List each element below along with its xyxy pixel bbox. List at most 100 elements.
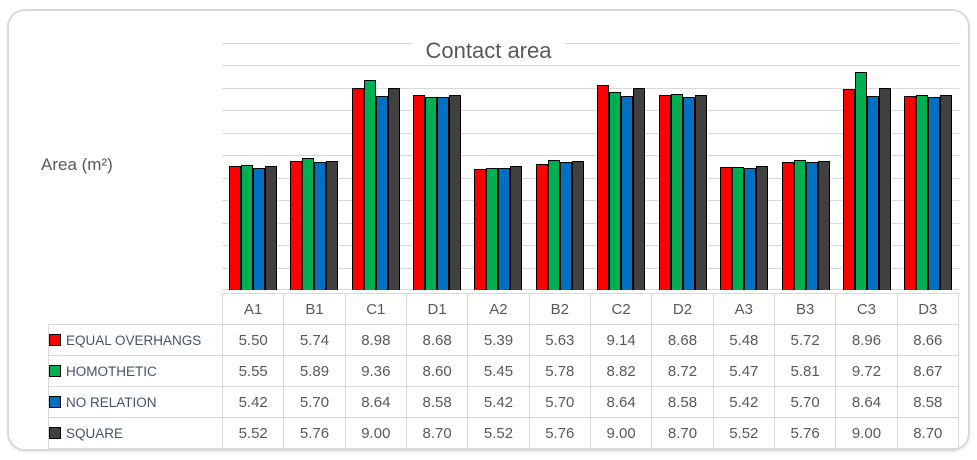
- data-table: A1 B1 C1 D1 A2 B2 C2 D2 A3 B3 C3 D3 EQUAL OVERHANGS…: [48, 293, 960, 449]
- table-cell-D2-square: 8.70: [651, 417, 714, 449]
- table-cell-C1-homothetic: 9.36: [344, 355, 407, 387]
- legend-cell: EQUAL OVERHANGS: [48, 324, 223, 356]
- table-cell-C1-no-relation: 8.64: [344, 386, 407, 418]
- bar-A2-homothetic[interactable]: [486, 168, 499, 290]
- table-col-header-D1: D1: [405, 293, 469, 325]
- bar-B1-square[interactable]: [326, 161, 339, 290]
- bar-D2-homothetic[interactable]: [670, 94, 683, 290]
- bar-B3-no-relation[interactable]: [805, 162, 818, 290]
- table-corner-cell: [49, 294, 223, 325]
- legend-item-no-relation[interactable]: NO RELATION: [49, 395, 222, 410]
- bar-C3-square[interactable]: [878, 88, 891, 290]
- cluster-D1: [406, 43, 467, 290]
- bar-C3-homothetic[interactable]: [854, 72, 867, 290]
- legend-cell: HOMOTHETIC: [48, 355, 223, 387]
- bar-D3-equal-overhangs[interactable]: [904, 96, 917, 290]
- bar-D1-no-relation[interactable]: [436, 97, 449, 290]
- table-cell-B1-no-relation: 5.70: [283, 386, 346, 418]
- legend-item-square[interactable]: SQUARE: [49, 426, 222, 441]
- bar-C1-square[interactable]: [387, 88, 400, 290]
- bar-C2-no-relation[interactable]: [621, 96, 634, 290]
- table-col-header-A1: A1: [221, 293, 285, 325]
- chart-card[interactable]: Contact area Area (m²) A1 B1 C1 D1 A2 B2 C2 D2 A…: [7, 9, 970, 451]
- table-col-header-C1: C1: [344, 293, 407, 325]
- bar-B2-square[interactable]: [571, 161, 584, 290]
- table-cell-C3-square: 9.00: [835, 417, 898, 449]
- bar-A2-equal-overhangs[interactable]: [474, 169, 487, 290]
- table-col-header-C3: C3: [835, 293, 898, 325]
- table-cell-A3-homothetic: 5.47: [712, 355, 775, 387]
- bar-D1-homothetic[interactable]: [424, 97, 437, 290]
- bar-C2-homothetic[interactable]: [609, 92, 622, 290]
- table-cell-C3-homothetic: 9.72: [835, 355, 898, 387]
- table-col-header-A2: A2: [467, 293, 530, 325]
- bar-A1-no-relation[interactable]: [252, 168, 265, 290]
- table-cell-A2-square: 5.52: [467, 417, 530, 449]
- bar-D2-square[interactable]: [694, 95, 707, 290]
- bar-A1-equal-overhangs[interactable]: [228, 166, 241, 290]
- table-cell-B1-square: 5.76: [283, 417, 346, 449]
- bar-B3-homothetic[interactable]: [793, 160, 806, 290]
- table-row-equal-overhangs: EQUAL OVERHANGS 5.50 5.74 8.98 8.68 5.39 5.63 9…: [48, 324, 960, 356]
- bar-B2-no-relation[interactable]: [559, 162, 572, 290]
- table-cell-C1-equal-overhangs: 8.98: [344, 324, 407, 356]
- table-cell-C3-equal-overhangs: 8.96: [835, 324, 898, 356]
- table-cell-A1-no-relation: 5.42: [221, 386, 285, 418]
- legend-cell: NO RELATION: [48, 386, 223, 418]
- table-cell-D1-homothetic: 8.60: [405, 355, 469, 387]
- gridline-6: [222, 155, 959, 156]
- table-cell-D3-homothetic: 8.67: [896, 355, 960, 387]
- legend-swatch-icon: [49, 427, 61, 439]
- bar-D1-square[interactable]: [448, 95, 461, 290]
- gridline-9: [222, 88, 959, 89]
- bar-C1-homothetic[interactable]: [363, 80, 376, 290]
- bar-B3-square[interactable]: [817, 161, 830, 290]
- table-cell-D2-homothetic: 8.72: [651, 355, 714, 387]
- table-cell-A1-homothetic: 5.55: [221, 355, 285, 387]
- bar-A3-homothetic[interactable]: [732, 167, 745, 290]
- bar-C1-equal-overhangs[interactable]: [351, 88, 364, 290]
- table-row-no-relation: NO RELATION 5.42 5.70 8.64 8.58 5.42 5.70 8.64 8…: [48, 386, 960, 418]
- table-cell-D1-no-relation: 8.58: [405, 386, 469, 418]
- bar-B2-equal-overhangs[interactable]: [535, 164, 548, 290]
- gridline-4: [222, 200, 959, 201]
- bar-B2-homothetic[interactable]: [547, 160, 560, 290]
- bar-C1-no-relation[interactable]: [375, 96, 388, 290]
- table-cell-C3-no-relation: 8.64: [835, 386, 898, 418]
- table-cell-C2-no-relation: 8.64: [589, 386, 653, 418]
- bar-B1-equal-overhangs[interactable]: [290, 161, 303, 290]
- bar-A2-no-relation[interactable]: [498, 168, 511, 290]
- bar-A3-square[interactable]: [756, 166, 769, 290]
- bar-D1-equal-overhangs[interactable]: [412, 95, 425, 290]
- y-axis-label: Area (m²): [41, 155, 113, 174]
- table-cell-D1-equal-overhangs: 8.68: [405, 324, 469, 356]
- bar-C2-equal-overhangs[interactable]: [597, 85, 610, 290]
- legend-item-equal-overhangs[interactable]: EQUAL OVERHANGS: [49, 333, 222, 348]
- table-cell-A2-no-relation: 5.42: [467, 386, 530, 418]
- table-cell-A3-equal-overhangs: 5.48: [712, 324, 775, 356]
- cluster-D3: [898, 43, 959, 290]
- gridline-10: [222, 65, 959, 66]
- bar-A3-no-relation[interactable]: [744, 168, 757, 290]
- cluster-A1: [222, 43, 283, 290]
- bar-D3-square[interactable]: [940, 95, 953, 290]
- bar-C2-square[interactable]: [633, 88, 646, 290]
- bar-A2-square[interactable]: [510, 166, 523, 290]
- bar-C3-equal-overhangs[interactable]: [842, 89, 855, 290]
- bar-D3-homothetic[interactable]: [916, 95, 929, 290]
- bar-D2-equal-overhangs[interactable]: [658, 95, 671, 290]
- bar-C3-no-relation[interactable]: [866, 96, 879, 290]
- bar-A3-equal-overhangs[interactable]: [720, 167, 733, 290]
- bar-B1-homothetic[interactable]: [302, 158, 315, 290]
- bar-D2-no-relation[interactable]: [682, 97, 695, 290]
- table-row-homothetic: HOMOTHETIC 5.55 5.89 9.36 8.60 5.45 5.78 8.82 8.…: [48, 355, 960, 387]
- bar-B1-no-relation[interactable]: [314, 162, 327, 290]
- cluster-C1: [345, 43, 406, 290]
- bar-A1-square[interactable]: [264, 166, 277, 290]
- gridline-7: [222, 133, 959, 134]
- bar-A1-homothetic[interactable]: [240, 165, 253, 290]
- legend-item-homothetic[interactable]: HOMOTHETIC: [49, 364, 222, 379]
- bar-D3-no-relation[interactable]: [928, 97, 941, 290]
- table-cell-B2-no-relation: 5.70: [528, 386, 591, 418]
- bar-B3-equal-overhangs[interactable]: [781, 162, 794, 290]
